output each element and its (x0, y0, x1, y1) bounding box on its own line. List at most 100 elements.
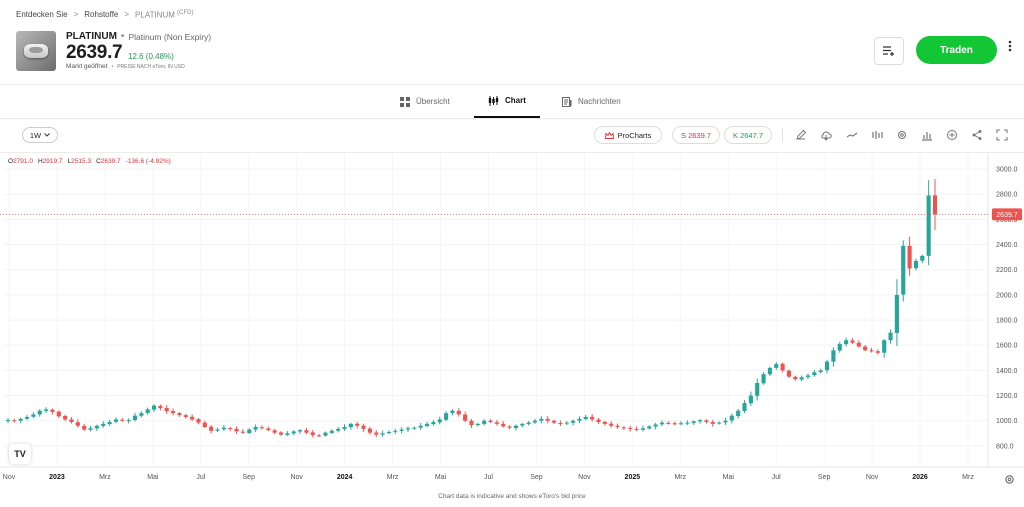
candle-body (704, 420, 709, 422)
candle-body (374, 432, 379, 435)
fullscreen-icon[interactable] (996, 129, 1008, 141)
bar-chart-icon[interactable] (921, 129, 933, 141)
price-chart[interactable]: 800.0 1000.0 1200.0 1400.0 1600.0 1800.0 2000.… (0, 153, 1024, 489)
candle-body (901, 245, 906, 295)
candle-body (799, 377, 804, 380)
line-icon[interactable] (846, 129, 858, 141)
tab-news[interactable]: Nachrichten (548, 85, 635, 118)
chart-grid (4, 153, 988, 467)
candle-body (513, 425, 519, 429)
ohlc-legend: O 2791.0 H 2919.7 L 2515.3 C 2639.7 -136.6 (… (8, 158, 171, 165)
candle-body (177, 413, 182, 416)
candle-body (659, 422, 665, 425)
tab-overview[interactable]: Übersicht (386, 85, 464, 118)
x-tick-label: Sep (530, 474, 543, 481)
candle-body (755, 382, 760, 396)
x-tick-label: Jul (196, 474, 205, 481)
candle-body (69, 419, 74, 422)
candle-body (850, 340, 855, 343)
candle-body (247, 429, 252, 434)
tradingview-logo[interactable]: TV (9, 444, 31, 464)
candle-body (678, 423, 684, 425)
candle-body (221, 427, 226, 430)
candle-body (875, 351, 880, 353)
x-tick-label: Jul (484, 474, 493, 481)
tab-chart[interactable]: Chart (474, 85, 540, 118)
timeframe-value: 1W (29, 130, 42, 140)
candle-body (132, 415, 138, 420)
candle-body (183, 415, 188, 417)
breadcrumb-discover[interactable]: Entdecken Sie (16, 10, 68, 20)
candle-body (44, 409, 49, 411)
watchlist-add-button[interactable] (874, 37, 904, 65)
x-tick-label: 2026 (912, 474, 928, 481)
tab-chart-label: Chart (505, 96, 526, 105)
procharts-button[interactable]: ProCharts (594, 126, 662, 144)
candle-body (482, 420, 487, 424)
candle-body (818, 370, 823, 373)
candle-body (532, 420, 538, 423)
candle-body (571, 420, 576, 423)
x-tick-label: Sep (243, 474, 256, 481)
buy-price-button[interactable]: K 2647.7 (724, 126, 772, 144)
share-icon[interactable] (971, 129, 983, 141)
x-tick-label: Nov (290, 474, 303, 481)
x-tick-label: Mrz (99, 474, 111, 481)
breadcrumb-current: PLATINUM (CFD) (135, 10, 193, 20)
cloud-icon[interactable] (820, 129, 832, 141)
sell-price-button[interactable]: S 2639.7 (672, 126, 720, 144)
candle-body (844, 340, 849, 345)
candle-body (507, 426, 512, 428)
candle-body (386, 432, 392, 434)
y-tick-label: 1200.0 (996, 393, 1018, 400)
candle-body (742, 403, 747, 411)
candle-body (685, 422, 690, 424)
candle-body (240, 431, 245, 433)
candle-body (869, 350, 874, 352)
candle-body (856, 342, 861, 347)
timeframe-select[interactable]: 1W (22, 127, 58, 143)
toolbar-divider (782, 128, 783, 142)
candle-body (558, 422, 563, 424)
tab-overview-label: Übersicht (416, 97, 450, 106)
candle-body (634, 428, 639, 430)
candle-body (323, 432, 328, 436)
instrument-logo (16, 31, 56, 71)
candle-body (463, 414, 468, 421)
breadcrumb-separator: > (124, 10, 130, 20)
candle-body (158, 405, 163, 409)
chart-settings-icon[interactable] (1004, 474, 1015, 485)
candle-body (805, 375, 811, 378)
plus-circle-icon[interactable] (946, 129, 958, 141)
breadcrumb-platinum: PLATINUM (135, 10, 175, 20)
y-tick-label: 2400.0 (996, 242, 1018, 249)
candle-body (444, 413, 449, 420)
candle-body (317, 435, 322, 437)
candle-body (94, 425, 99, 429)
tab-bar: Übersicht Chart Nachrichten (0, 85, 1024, 118)
candle-body (120, 419, 125, 421)
price-note: PREISE NACH eToro, IN USD (117, 63, 185, 70)
ohlc-low-label: L (67, 158, 72, 165)
gear-icon[interactable] (896, 129, 908, 141)
more-options-button[interactable] (1003, 40, 1017, 52)
candle-body (736, 410, 741, 417)
compare-icon[interactable] (871, 129, 883, 141)
candle-body (888, 332, 893, 341)
candle-body (285, 433, 290, 435)
candle-body (729, 415, 734, 421)
candle-body (431, 421, 436, 425)
last-price-value: 2639.7 (996, 212, 1018, 219)
candle-body (253, 427, 258, 430)
last-price-tag (992, 208, 1022, 221)
candle-body (621, 427, 626, 429)
candle-body (437, 419, 442, 423)
trade-button[interactable]: Traden (916, 36, 997, 64)
breadcrumb-commodities[interactable]: Rohstoffe (84, 10, 119, 20)
tab-news-label: Nachrichten (578, 97, 621, 106)
candle-body (761, 374, 766, 384)
y-tick-label: 1600.0 (996, 343, 1018, 350)
pencil-icon[interactable] (795, 129, 807, 141)
ohlc-change: -136.6 (-4.92%) (125, 158, 171, 165)
x-tick-label: Sep (818, 474, 831, 481)
